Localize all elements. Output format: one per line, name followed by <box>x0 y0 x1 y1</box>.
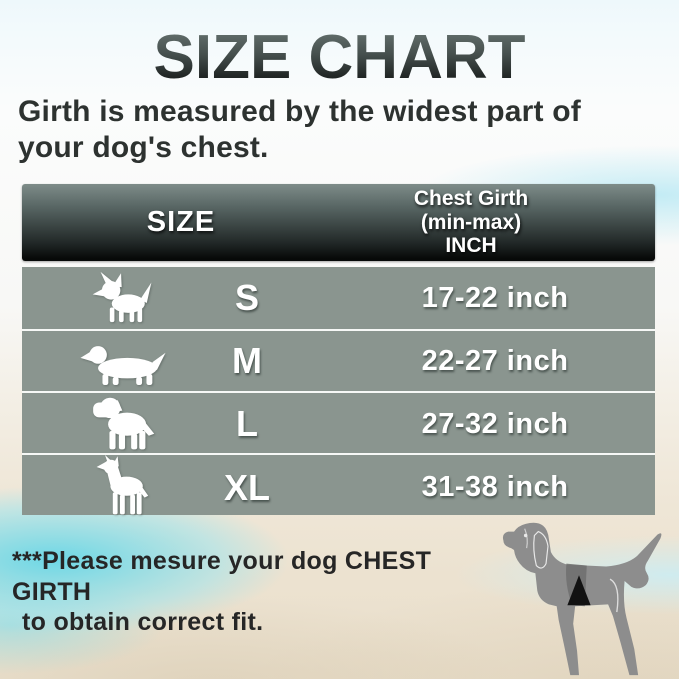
size-table: SIZE Chest Girth (min-max) INCH <box>22 184 655 515</box>
pointer-dog-chest-girth-illustration <box>502 522 662 676</box>
girth-value: 17-22 inch <box>421 281 569 314</box>
dog-eye <box>523 533 528 538</box>
icon-cell <box>22 331 202 391</box>
chest-girth-marker-arrow <box>567 575 591 606</box>
girth-description-text: Girth is measured by the widest part of … <box>18 95 581 164</box>
measurement-note: ***Please mesure your dog CHEST GIRTH to… <box>12 546 482 638</box>
table-body: S 17-22 inch M 22 <box>22 267 655 515</box>
icon-cell <box>22 267 202 329</box>
girth-value: 31-38 inch <box>421 471 569 503</box>
icon-cell <box>22 455 202 520</box>
girth-value: 27-32 inch <box>421 407 569 440</box>
size-label: S <box>234 277 259 318</box>
table-row-size-s: S 17-22 inch <box>22 267 655 329</box>
column-header-size: SIZE <box>146 206 216 238</box>
icon-cell <box>22 393 202 455</box>
note-line-1: ***Please mesure your dog CHEST GIRTH <box>12 547 432 606</box>
table-row-size-m: M 22-27 inch <box>22 329 655 391</box>
girth-value: 22-27 inch <box>421 344 569 377</box>
mastiff-dog-icon <box>93 397 155 450</box>
note-line-2: to obtain correct fit. <box>22 608 264 636</box>
chihuahua-dog-icon <box>92 271 152 323</box>
size-label: L <box>236 403 258 444</box>
table-header-row: SIZE Chest Girth (min-max) INCH <box>22 184 655 261</box>
great-dane-dog-icon <box>96 455 149 515</box>
table-row-size-l: L 27-32 inch <box>22 391 655 453</box>
page-title: SIZE CHART <box>0 22 679 93</box>
size-label: M <box>232 340 262 381</box>
table-row-size-xl: XL 31-38 inch <box>22 453 655 515</box>
column-header-chest-girth: Chest Girth (min-max) INCH <box>413 186 529 258</box>
size-label: XL <box>223 466 270 508</box>
dachshund-dog-icon <box>80 346 166 385</box>
